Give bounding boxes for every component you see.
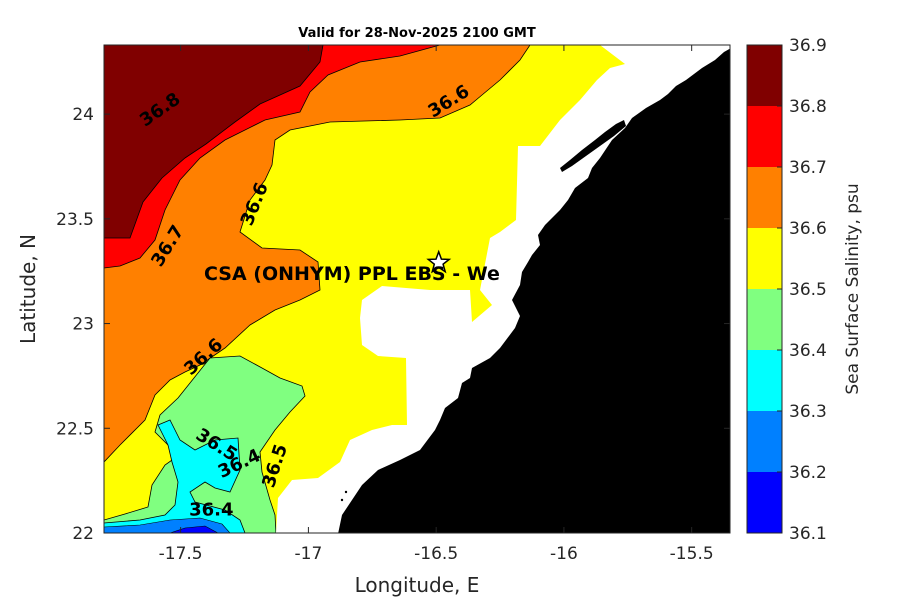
colorbar-swatch-36.2-36.3 <box>747 411 782 472</box>
x-tick-label: -15.5 <box>670 544 714 564</box>
site-star-marker <box>426 249 452 274</box>
band-36.3-36.4 <box>104 419 246 533</box>
colorbar-tick-label: 36.4 <box>789 341 827 361</box>
coast-dot <box>344 490 348 494</box>
chart-title: Valid for 28-Nov-2025 2100 GMT <box>298 26 536 41</box>
colorbar-tick-label: 36.3 <box>789 402 827 422</box>
y-tick-label: 22 <box>72 524 94 544</box>
colorbar-swatch-36.1-36.2 <box>747 472 782 533</box>
colorbar-tick-label: 36.9 <box>789 36 827 56</box>
colorbar-swatch-36.5-36.6 <box>747 228 782 289</box>
y-tick-label: 22.5 <box>56 419 94 439</box>
colorbar-swatch-36.6-36.7 <box>747 167 782 228</box>
band-36.1-36.2 <box>169 525 219 533</box>
x-tick-label: -17 <box>295 544 323 564</box>
site-label: CSA (ONHYM) PPL EBS - We <box>204 263 500 285</box>
coast-dot <box>340 498 344 502</box>
axes-box <box>103 44 731 534</box>
y-axis: 22 22.5 23 23.5 24 <box>56 105 730 544</box>
plot-area: 36.8 36.636.636.736.636.536.436.536.4 CSA… <box>104 45 730 533</box>
colorbar-swatch-36.4-36.5 <box>747 289 782 350</box>
colorbar-tick-label: 36.1 <box>789 524 827 544</box>
land-mass <box>338 48 730 533</box>
colorbar-tick-label: 36.5 <box>789 280 827 300</box>
x-tick-label: -16 <box>550 544 578 564</box>
y-tick-label: 23.5 <box>56 210 94 230</box>
x-axis: -17.5 -17 -16.5 -16 -15.5 <box>159 45 714 564</box>
y-axis-label: Latitude, N <box>16 234 40 344</box>
colorbar-swatch-36.7-36.8 <box>747 106 782 167</box>
colorbar-tick-label: 36.2 <box>789 463 827 483</box>
x-tick-label: -17.5 <box>159 544 203 564</box>
band-36.8-36.9 <box>104 45 324 239</box>
y-tick-label: 23 <box>72 315 94 335</box>
x-axis-label: Longitude, E <box>355 573 480 597</box>
y-tick-label: 24 <box>72 105 94 125</box>
colorbar-tick-label: 36.8 <box>789 97 827 117</box>
contour-label: 36.4 <box>189 499 233 520</box>
colorbar-swatch-36.8-36.9 <box>747 45 782 106</box>
colorbar-label: Sea Surface Salinity, psu <box>843 183 863 394</box>
colorbar-tick-label: 36.7 <box>789 158 827 178</box>
islet <box>560 120 626 172</box>
colorbar-tick-label: 36.6 <box>789 219 827 239</box>
colorbar-swatch-36.3-36.4 <box>747 350 782 411</box>
x-tick-label: -16.5 <box>414 544 458 564</box>
colorbar: 36.1 36.2 36.3 36.4 36.5 36.6 36.7 36.8 36.9 <box>746 36 827 544</box>
